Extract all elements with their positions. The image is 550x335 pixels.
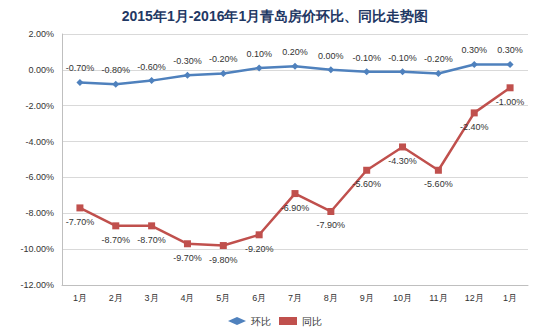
svg-text:-8.70%: -8.70% bbox=[102, 235, 131, 245]
svg-text:-6.90%: -6.90% bbox=[281, 203, 310, 213]
svg-text:2015年1月-2016年1月青岛房价环比、同比走势图: 2015年1月-2016年1月青岛房价环比、同比走势图 bbox=[122, 8, 429, 24]
svg-text:0.00%: 0.00% bbox=[28, 65, 54, 75]
svg-text:-0.20%: -0.20% bbox=[424, 54, 453, 64]
svg-text:10月: 10月 bbox=[393, 293, 412, 303]
svg-text:1月: 1月 bbox=[73, 293, 87, 303]
svg-text:同比: 同比 bbox=[302, 316, 322, 327]
svg-text:0.10%: 0.10% bbox=[246, 49, 272, 59]
svg-text:-0.10%: -0.10% bbox=[388, 53, 417, 63]
svg-text:-8.00%: -8.00% bbox=[25, 208, 54, 218]
svg-text:5月: 5月 bbox=[216, 293, 230, 303]
svg-text:2.00%: 2.00% bbox=[28, 29, 54, 39]
svg-text:8月: 8月 bbox=[324, 293, 338, 303]
svg-text:-0.60%: -0.60% bbox=[137, 62, 166, 72]
svg-text:3月: 3月 bbox=[145, 293, 159, 303]
svg-text:-5.60%: -5.60% bbox=[352, 179, 381, 189]
svg-text:-10.00%: -10.00% bbox=[20, 244, 54, 254]
svg-text:-9.70%: -9.70% bbox=[173, 253, 202, 263]
svg-text:-2.00%: -2.00% bbox=[25, 101, 54, 111]
svg-text:-12.00%: -12.00% bbox=[20, 280, 54, 290]
svg-text:0.20%: 0.20% bbox=[282, 47, 308, 57]
svg-text:-1.00%: -1.00% bbox=[496, 97, 525, 107]
svg-text:0.30%: 0.30% bbox=[497, 45, 523, 55]
svg-text:0.30%: 0.30% bbox=[461, 45, 487, 55]
svg-text:4月: 4月 bbox=[180, 293, 194, 303]
svg-text:12月: 12月 bbox=[465, 293, 484, 303]
svg-text:-5.60%: -5.60% bbox=[424, 179, 453, 189]
svg-text:-0.30%: -0.30% bbox=[173, 56, 202, 66]
svg-text:-4.00%: -4.00% bbox=[25, 137, 54, 147]
svg-text:7月: 7月 bbox=[288, 293, 302, 303]
svg-text:-9.20%: -9.20% bbox=[245, 244, 274, 254]
svg-text:1月: 1月 bbox=[503, 293, 517, 303]
svg-text:-0.70%: -0.70% bbox=[66, 63, 95, 73]
svg-text:6月: 6月 bbox=[252, 293, 266, 303]
svg-text:-6.00%: -6.00% bbox=[25, 172, 54, 182]
svg-text:-2.40%: -2.40% bbox=[460, 122, 489, 132]
svg-text:-7.70%: -7.70% bbox=[66, 217, 95, 227]
svg-text:-4.30%: -4.30% bbox=[388, 156, 417, 166]
svg-text:11月: 11月 bbox=[429, 293, 447, 303]
svg-text:环比: 环比 bbox=[251, 316, 271, 327]
svg-text:-8.70%: -8.70% bbox=[137, 235, 166, 245]
svg-text:-7.90%: -7.90% bbox=[317, 220, 346, 230]
svg-text:-0.10%: -0.10% bbox=[352, 53, 381, 63]
svg-text:9月: 9月 bbox=[360, 293, 374, 303]
svg-text:0.00%: 0.00% bbox=[318, 51, 344, 61]
svg-text:-0.80%: -0.80% bbox=[102, 65, 131, 75]
svg-text:-0.20%: -0.20% bbox=[209, 54, 238, 64]
svg-text:-9.80%: -9.80% bbox=[209, 255, 238, 265]
svg-text:2月: 2月 bbox=[109, 293, 123, 303]
